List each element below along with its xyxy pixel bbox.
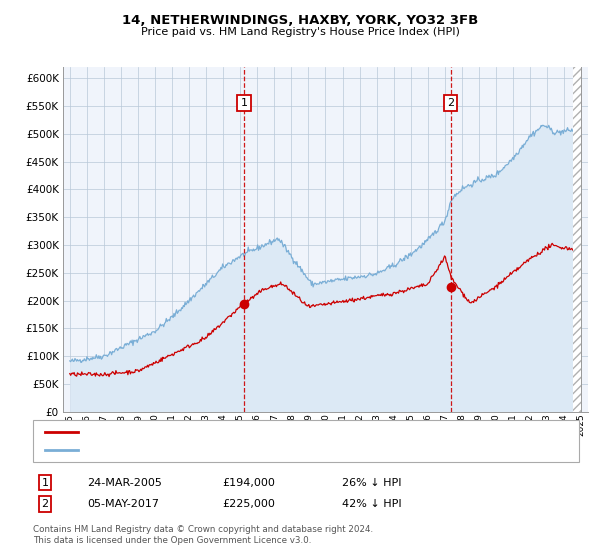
Text: Price paid vs. HM Land Registry's House Price Index (HPI): Price paid vs. HM Land Registry's House … <box>140 27 460 37</box>
Text: Contains HM Land Registry data © Crown copyright and database right 2024.
This d: Contains HM Land Registry data © Crown c… <box>33 525 373 545</box>
Text: 42% ↓ HPI: 42% ↓ HPI <box>342 499 401 509</box>
Text: 14, NETHERWINDINGS, HAXBY, YORK, YO32 3FB: 14, NETHERWINDINGS, HAXBY, YORK, YO32 3F… <box>122 14 478 27</box>
Text: HPI: Average price, detached house, York: HPI: Average price, detached house, York <box>84 445 289 455</box>
Text: 1: 1 <box>41 478 49 488</box>
Text: £194,000: £194,000 <box>222 478 275 488</box>
Text: £225,000: £225,000 <box>222 499 275 509</box>
Text: 1: 1 <box>241 99 248 108</box>
Text: 05-MAY-2017: 05-MAY-2017 <box>87 499 159 509</box>
Text: 14, NETHERWINDINGS, HAXBY, YORK, YO32 3FB (detached house): 14, NETHERWINDINGS, HAXBY, YORK, YO32 3F… <box>84 427 413 437</box>
Text: 2: 2 <box>447 99 454 108</box>
Text: 2: 2 <box>41 499 49 509</box>
Text: 26% ↓ HPI: 26% ↓ HPI <box>342 478 401 488</box>
Text: 24-MAR-2005: 24-MAR-2005 <box>87 478 162 488</box>
